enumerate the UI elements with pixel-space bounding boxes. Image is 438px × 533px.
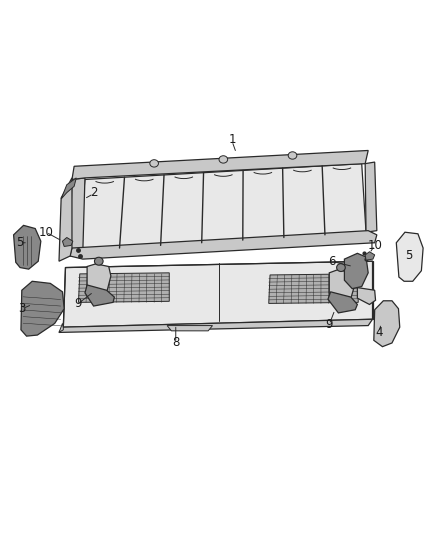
Ellipse shape (150, 160, 159, 167)
Text: 1: 1 (228, 133, 236, 147)
Polygon shape (365, 162, 377, 232)
Text: 10: 10 (39, 225, 53, 239)
Text: 3: 3 (18, 302, 26, 315)
Ellipse shape (219, 156, 228, 163)
Polygon shape (61, 178, 76, 199)
Ellipse shape (95, 257, 103, 265)
Polygon shape (64, 261, 372, 327)
Ellipse shape (288, 152, 297, 159)
Text: 5: 5 (406, 249, 413, 262)
Polygon shape (63, 238, 73, 246)
Polygon shape (59, 319, 372, 333)
Polygon shape (70, 231, 377, 259)
Polygon shape (357, 288, 375, 304)
Polygon shape (329, 270, 355, 303)
Text: 9: 9 (325, 318, 333, 331)
Polygon shape (374, 301, 400, 346)
Text: 5: 5 (16, 236, 24, 249)
Polygon shape (78, 273, 169, 302)
Polygon shape (72, 150, 368, 180)
Ellipse shape (337, 264, 345, 271)
Polygon shape (87, 264, 111, 298)
Polygon shape (344, 253, 368, 289)
Polygon shape (59, 324, 64, 333)
Text: 10: 10 (367, 239, 382, 252)
Polygon shape (59, 178, 72, 261)
Polygon shape (396, 232, 423, 281)
Polygon shape (85, 285, 114, 306)
Polygon shape (14, 225, 41, 269)
Text: 9: 9 (75, 297, 82, 310)
Text: 8: 8 (172, 336, 180, 350)
Text: 4: 4 (375, 326, 383, 339)
Polygon shape (21, 281, 64, 336)
Polygon shape (365, 252, 374, 260)
Polygon shape (70, 178, 85, 256)
Polygon shape (78, 164, 366, 251)
Polygon shape (328, 292, 357, 313)
Text: 2: 2 (90, 186, 97, 199)
Polygon shape (167, 326, 212, 331)
Text: 6: 6 (328, 255, 335, 268)
Polygon shape (269, 274, 358, 303)
